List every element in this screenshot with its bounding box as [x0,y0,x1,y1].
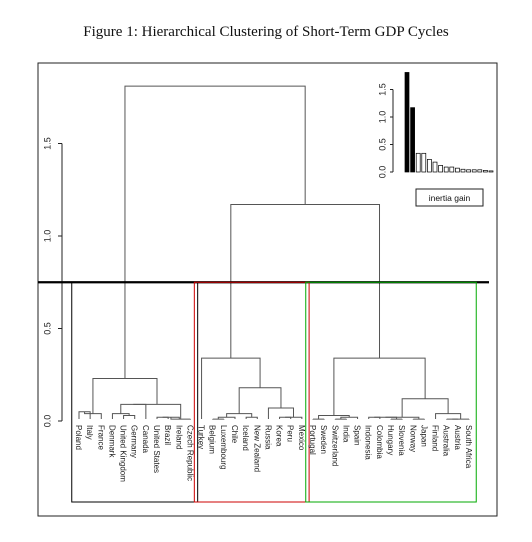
inset-bar [438,165,443,173]
dendrogram-merge [279,416,292,419]
leaf-label: United States [152,425,161,473]
inset-bar [455,167,460,173]
leaf-label: Switzerland [330,425,339,466]
figure-title: Figure 1: Hierarchical Clustering of Sho… [83,24,449,40]
inset-bar [443,166,449,173]
y-tick-label: 0.5 [42,322,52,335]
plot-frame [37,62,498,517]
dendrogram-merge [226,413,253,418]
leaf-label: Ireland [174,425,183,449]
leaf-label: Sweden [319,425,328,454]
inset-bar [415,152,421,173]
dendrogram-tree [78,85,470,420]
leaf-label: Indonesia [364,425,373,460]
leaf-label: Germany [130,425,139,458]
leaf-label: Peru [286,425,295,442]
dendrogram-merge [285,416,303,419]
y-tick-label: 1.0 [42,230,52,243]
dendrogram-merge [111,413,130,419]
inertia-gain-inset: 0.0 0.5 1.0 1.5 inertia gain [377,72,494,207]
leaf-label: Norway [408,425,417,452]
dendrogram-merge [385,416,420,420]
leaf-label: Turkey [197,425,206,449]
leaf-labels: Poland Italy France Denmark United Kingdom Ge… [74,425,473,482]
leaf-label: India [341,425,350,443]
inset-bar [410,107,415,173]
dendrogram-merge [124,85,306,379]
leaf-label: Spain [353,425,362,445]
inset-bar [427,159,432,173]
inset-bar [488,170,494,173]
cluster-box [193,281,310,503]
dendrogram-merge [368,416,381,419]
leaf-label: Australia [442,425,451,457]
dendrogram-merge [123,414,136,419]
inset-y-tick-label: 1.0 [377,111,387,124]
dendrogram-merge [333,357,426,416]
dendrogram-merge [201,357,261,419]
inset-bar [421,152,427,173]
leaf-label: Luxembourg [219,425,228,469]
inset-y-tick-label: 0.5 [377,138,387,151]
dendrogram-merge [435,413,462,420]
leaf-label: South Africa [464,425,473,469]
dendrogram-merge [401,398,449,418]
dendrogram-merge [92,377,158,414]
leaf-label: Iceland [241,425,250,451]
leaf-label: Hungary [386,425,395,455]
inset-legend-label: inertia gain [429,193,471,203]
leaf-label: Finland [431,425,440,451]
inset-bar [466,169,471,173]
leaf-label: Italy [85,425,94,440]
leaf-label: Belgium [208,425,217,454]
dendrogram-merge [238,387,282,414]
leaf-label: Denmark [107,425,116,458]
leaf-label: Brazil [163,425,172,445]
cluster-boxes [71,281,477,503]
y-tick-label: 1.5 [42,137,52,150]
leaf-label: Portugal [308,425,317,455]
y-tick-label: 0.0 [42,415,52,428]
leaf-label: Slovenia [397,425,406,456]
leaf-label: Austria [453,425,462,450]
leaf-label: Colombia [375,425,384,459]
leaf-label: Japan [419,425,428,447]
inset-bar [449,166,455,173]
inset-y-tick-label: 1.5 [377,83,387,96]
dendrogram-merge [120,403,147,419]
leaf-label: Poland [74,425,83,450]
dendrogram-merge [245,416,258,419]
leaf-label: Chile [230,425,239,444]
leaf-label: Korea [275,425,284,447]
cluster-box [71,281,199,503]
inset-legend-box [415,188,484,207]
leaf-label: Canada [141,425,150,454]
leaf-label: Russia [263,425,272,450]
inset-y-tick-label: 0.0 [377,166,387,179]
cluster-box [305,281,477,503]
inset-bar [432,161,438,173]
dendrogram-merge [133,403,182,420]
inset-bar [404,72,410,173]
inset-bar [460,168,466,173]
leaf-label: New Zealand [252,425,261,472]
inset-bar [483,170,488,173]
inset-bar [477,169,483,173]
leaf-label: France [96,425,105,450]
inset-bar [471,169,477,173]
leaf-label: Mexico [297,425,306,451]
leaf-label: United Kingdom [119,425,128,482]
dendrogram-merge [162,416,180,419]
leaf-label: Czech Republic [185,425,194,481]
